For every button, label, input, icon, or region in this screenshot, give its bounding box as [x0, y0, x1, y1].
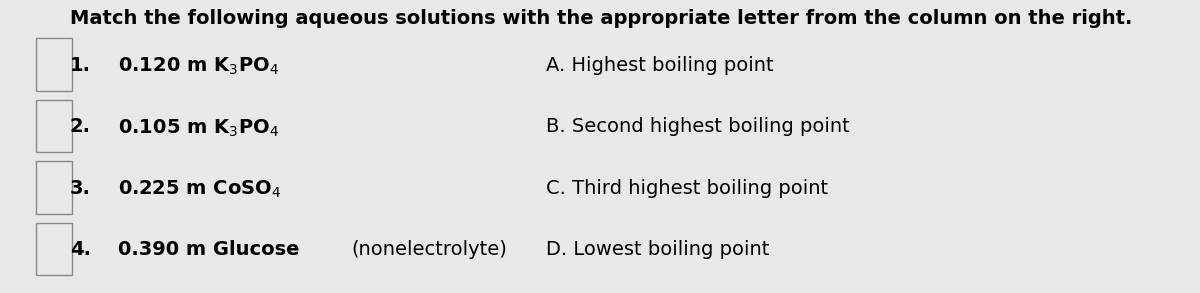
Bar	[36, 38, 72, 91]
Text: 0.390 m Glucose: 0.390 m Glucose	[118, 240, 299, 259]
Text: 2.: 2.	[70, 117, 91, 136]
Bar	[36, 161, 72, 214]
Bar	[36, 100, 72, 152]
Bar	[36, 223, 72, 275]
Text: A. Highest boiling point: A. Highest boiling point	[546, 56, 774, 75]
Text: Match the following aqueous solutions with the appropriate letter from the colum: Match the following aqueous solutions wi…	[70, 9, 1132, 28]
Text: D. Lowest boiling point: D. Lowest boiling point	[546, 240, 769, 259]
Text: 1.: 1.	[70, 56, 91, 75]
Text: (nonelectrolyte): (nonelectrolyte)	[352, 240, 508, 259]
Text: 0.105 m K$_3$PO$_4$: 0.105 m K$_3$PO$_4$	[118, 117, 278, 139]
Text: C. Third highest boiling point: C. Third highest boiling point	[546, 179, 828, 198]
Text: 0.120 m K$_3$PO$_4$: 0.120 m K$_3$PO$_4$	[118, 56, 278, 77]
Text: 3.: 3.	[70, 179, 90, 198]
Text: 4.: 4.	[70, 240, 91, 259]
Text: B. Second highest boiling point: B. Second highest boiling point	[546, 117, 850, 136]
Text: 0.225 m CoSO$_4$: 0.225 m CoSO$_4$	[118, 179, 281, 200]
